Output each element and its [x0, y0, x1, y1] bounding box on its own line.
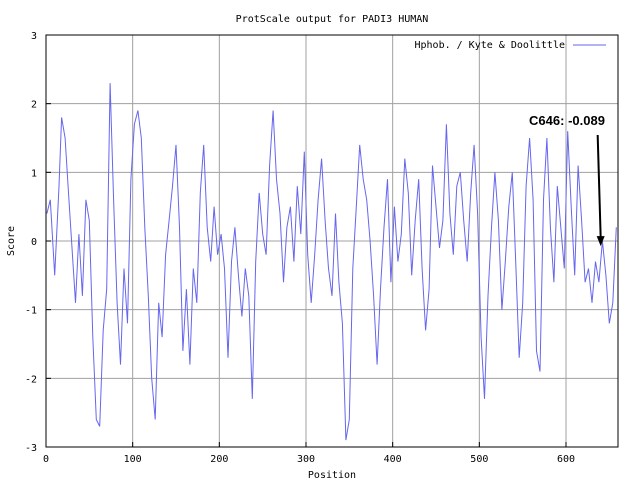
x-axis: 0 100 200 300 400 500 600 [43, 442, 575, 465]
x-axis-label: Position [308, 470, 356, 481]
y-tick-label: 2 [31, 100, 37, 111]
legend-label: Hphob. / Kyte & Doolittle [414, 40, 565, 51]
chart-title: ProtScale output for PADI3 HUMAN [236, 14, 429, 25]
grid [46, 35, 618, 447]
x-tick-label: 200 [210, 454, 228, 465]
annotation-arrow-line [596, 134, 602, 238]
y-tick-label: 0 [31, 237, 37, 248]
x-tick-label: 300 [297, 454, 315, 465]
annotation-label: C646: -0.089 [529, 113, 605, 128]
x-tick-label: 100 [124, 454, 142, 465]
y-tick-label: -1 [25, 306, 37, 317]
legend: Hphob. / Kyte & Doolittle [414, 40, 606, 51]
x-tick-label: 0 [43, 454, 49, 465]
y-tick-label: 3 [31, 31, 37, 42]
y-tick-label: -2 [25, 374, 37, 385]
y-tick-label: -3 [25, 443, 37, 454]
annotation: C646: -0.089 [529, 113, 605, 247]
x-tick-label: 600 [557, 454, 575, 465]
x-tick-label: 500 [470, 454, 488, 465]
series-line [46, 83, 617, 441]
y-tick-label: 1 [31, 168, 37, 179]
x-tick-label: 400 [384, 454, 402, 465]
annotation-arrow-head [596, 236, 605, 247]
y-axis: -3 -2 -1 0 1 2 3 [25, 31, 51, 454]
y-axis-label: Score [6, 226, 17, 256]
